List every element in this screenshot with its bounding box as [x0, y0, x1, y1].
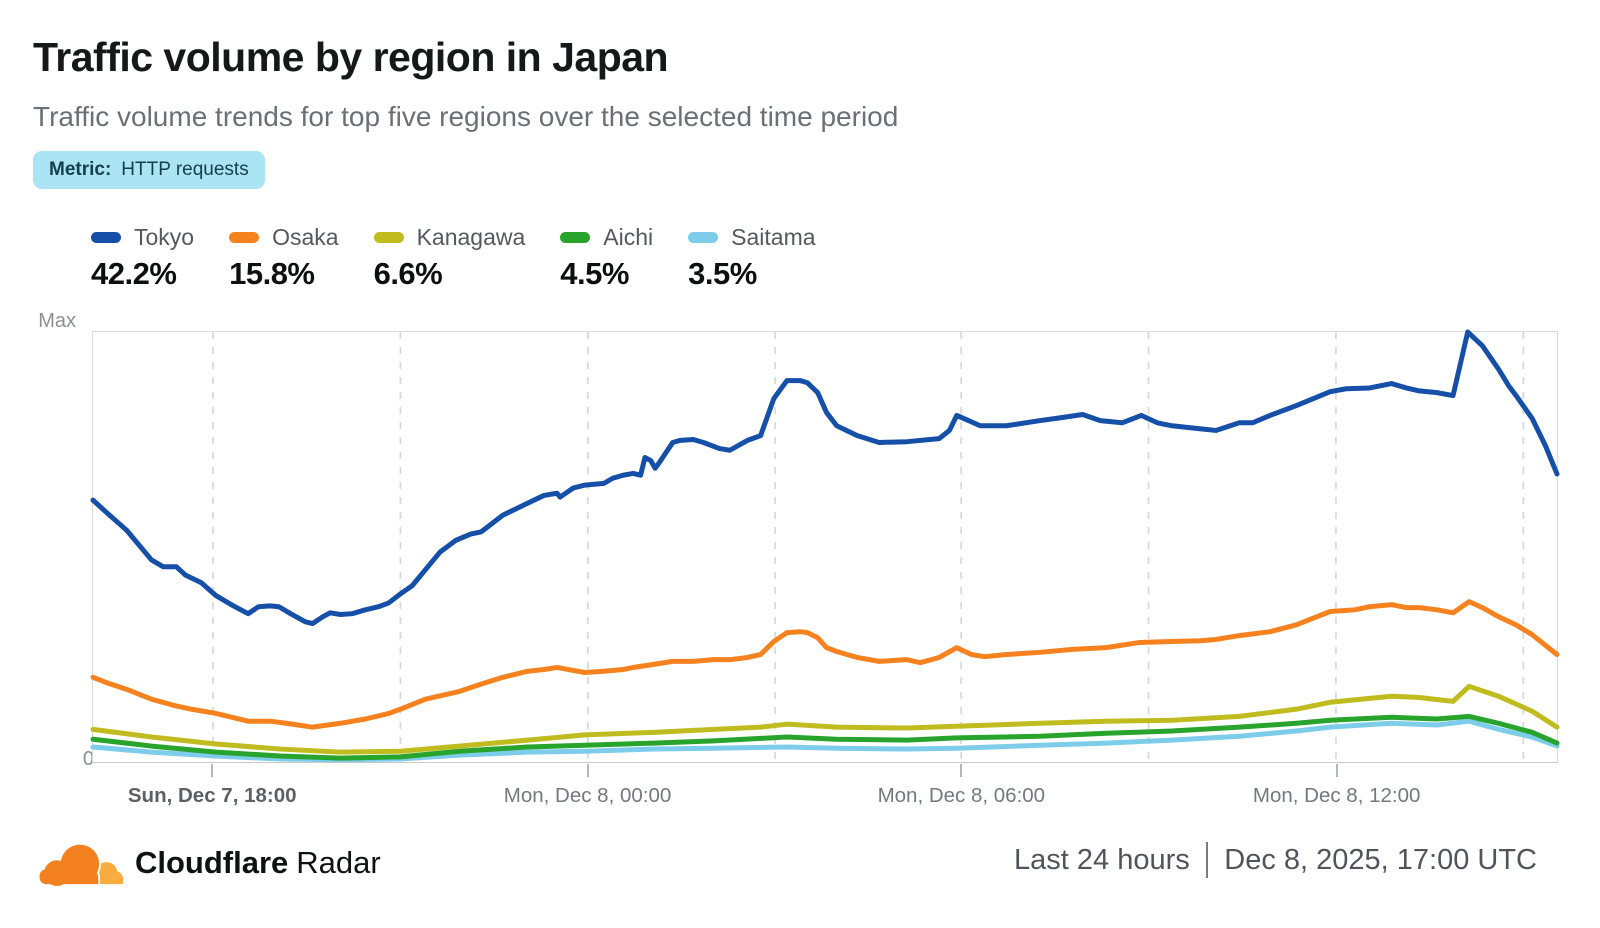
legend-item-kanagawa[interactable]: Kanagawa 6.6%	[373, 224, 526, 292]
x-tick-label: Mon, Dec 8, 06:00	[877, 784, 1046, 807]
legend-swatch-icon	[560, 232, 591, 243]
x-tick-mark	[211, 764, 214, 777]
x-axis-labels: Sun, Dec 7, 18:00 Mon, Dec 8, 00:00 Mon, D…	[92, 784, 1558, 810]
legend-share-value: 42.2%	[91, 256, 177, 291]
legend-label: Tokyo	[134, 224, 195, 250]
legend-swatch-icon	[229, 232, 260, 243]
brand-cloudflare: Cloudflare	[135, 845, 289, 880]
series-line-aichi	[93, 716, 1557, 758]
x-axis-ticks	[92, 764, 1558, 778]
footer-separator	[1205, 842, 1209, 878]
legend-item-saitama[interactable]: Saitama 3.5%	[688, 224, 816, 292]
legend-swatch-icon	[91, 232, 121, 243]
x-tick-mark	[586, 764, 589, 777]
legend-label: Saitama	[731, 224, 816, 250]
legend-item-header: Saitama	[688, 224, 816, 251]
series-line-kanagawa	[93, 686, 1557, 752]
time-range-label: Last 24 hours	[1014, 843, 1190, 876]
legend-share-value: 6.6%	[373, 256, 443, 291]
plot-area[interactable]	[92, 331, 1558, 763]
legend-item-header: Osaka	[229, 224, 339, 251]
legend-item-header: Tokyo	[91, 224, 194, 251]
legend-share-value: 3.5%	[688, 256, 757, 291]
legend: Tokyo 42.2% Osaka 15.8% Kanagawa 6.6% Aichi 4.5…	[91, 224, 816, 292]
legend-share-value: 4.5%	[560, 256, 629, 291]
footer-meta: Last 24 hours Dec 8, 2025, 17:00 UTC	[1014, 842, 1537, 878]
page-title: Traffic volume by region in Japan	[33, 34, 669, 80]
legend-item-tokyo[interactable]: Tokyo 42.2%	[91, 224, 194, 292]
metric-badge: Metric: HTTP requests	[33, 151, 265, 189]
footer-brand: Cloudflare Radar	[35, 836, 381, 890]
legend-item-header: Kanagawa	[373, 224, 526, 251]
legend-swatch-icon	[688, 232, 719, 243]
legend-label: Kanagawa	[416, 224, 526, 250]
brand-radar: Radar	[296, 845, 381, 880]
y-axis-max-label: Max	[38, 310, 76, 332]
legend-label: Aichi	[603, 224, 654, 250]
metric-badge-label: Metric:	[49, 159, 112, 180]
x-tick-mark	[1335, 764, 1338, 777]
brand-text: Cloudflare Radar	[135, 845, 381, 881]
x-tick-mark	[960, 764, 963, 777]
legend-item-osaka[interactable]: Osaka 15.8%	[229, 224, 339, 292]
x-tick-label: Mon, Dec 8, 12:00	[1252, 784, 1421, 807]
traffic-line-chart	[93, 332, 1557, 762]
x-tick-label: Sun, Dec 7, 18:00	[127, 784, 297, 807]
x-tick-label: Mon, Dec 8, 00:00	[503, 784, 672, 807]
metric-badge-value: HTTP requests	[121, 159, 249, 180]
cloudflare-logo-icon	[37, 842, 123, 888]
page-subtitle: Traffic volume trends for top five regio…	[33, 101, 899, 132]
y-axis-zero-label: 0	[82, 748, 94, 770]
series-line-tokyo	[93, 332, 1557, 624]
legend-item-header: Aichi	[560, 224, 653, 251]
legend-item-aichi[interactable]: Aichi 4.5%	[560, 224, 653, 292]
legend-label: Osaka	[272, 224, 339, 250]
series-line-osaka	[93, 602, 1557, 728]
timestamp-label: Dec 8, 2025, 17:00 UTC	[1224, 843, 1537, 876]
legend-swatch-icon	[373, 232, 404, 243]
legend-share-value: 15.8%	[229, 256, 315, 291]
